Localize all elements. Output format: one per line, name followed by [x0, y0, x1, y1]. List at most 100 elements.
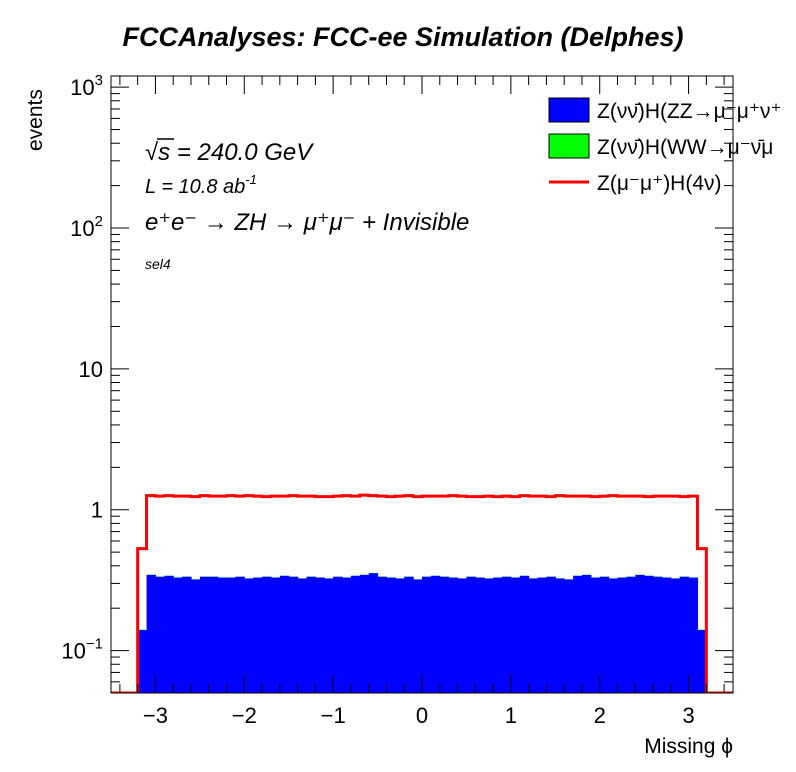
y-tick-exponent: −1: [86, 636, 103, 653]
legend-label-ww: Z(νν̄)H(WW→μ⁻ν̄μ: [597, 136, 773, 159]
process-label: e⁺e⁻ → ZH → μ⁺μ⁻ + Invisible: [145, 209, 469, 236]
y-tick-label: 10: [79, 357, 103, 382]
bar-series-0: [581, 574, 592, 693]
bar-series-0: [208, 576, 219, 693]
x-tick-label: −2: [232, 703, 257, 728]
bar-series-0: [377, 576, 388, 693]
bar-series-0: [404, 576, 414, 693]
bar-series-0: [546, 576, 556, 693]
y-tick-exponent: 3: [95, 72, 103, 89]
bar-series-0: [599, 576, 610, 693]
bar-series-0: [430, 575, 441, 693]
y-tick-base: 1: [91, 498, 103, 523]
bar-series-0: [590, 577, 601, 693]
bar-series-0: [217, 577, 228, 693]
bar-series-0: [501, 576, 512, 693]
bar-series-0: [342, 577, 352, 693]
bar-series-0: [413, 579, 423, 693]
bar-series-0: [146, 574, 157, 693]
bar-series-0: [306, 576, 316, 693]
bar-series-0: [182, 576, 192, 693]
bar-series-0: [279, 575, 290, 693]
selection-label: sel4: [145, 256, 171, 272]
bar-series-0: [253, 577, 263, 693]
legend-label-zz: Z(νν̄)H(ZZ→μ⁻μ⁺ν⁺: [597, 100, 782, 123]
bar-series-0: [333, 576, 343, 693]
y-axis-title: events: [24, 89, 47, 151]
x-tick-label: 2: [594, 703, 606, 728]
y-tick-base: 10: [61, 639, 85, 664]
bar-series-0: [226, 577, 236, 693]
bar-series-0: [368, 573, 379, 693]
sqrt-s-symbol: √s: [145, 139, 170, 166]
bar-series-0: [288, 576, 299, 693]
bar-series-0: [670, 578, 681, 693]
bar-series-0: [626, 576, 636, 693]
bar-series-0: [555, 578, 565, 693]
y-tick-label: 10−1: [61, 636, 103, 664]
x-tick-label: −1: [321, 703, 346, 728]
bar-series-0: [466, 576, 476, 693]
bar-series-0: [199, 576, 210, 693]
x-tick-label: 0: [416, 703, 428, 728]
bar-series-0: [270, 577, 281, 693]
luminosity-text: L = 10.8 ab: [145, 176, 245, 198]
sqrt-s-value: = 240.0 GeV: [170, 139, 314, 166]
bar-series-0: [519, 575, 530, 693]
legend-entry-signal: Z(μ⁻μ⁺)H(4ν): [549, 172, 722, 195]
sqrt-s-label: √s = 240.0 GeV: [145, 139, 314, 166]
luminosity-label: L = 10.8 ab-1: [145, 172, 257, 198]
legend-entry-ww: Z(νν̄)H(WW→μ⁻ν̄μ: [548, 133, 773, 159]
bar-series-0: [537, 577, 547, 693]
bar-series-0: [262, 576, 272, 693]
bar-series-0: [439, 576, 450, 693]
bar-series-0: [688, 577, 699, 693]
legend-swatch-zz: [548, 97, 590, 123]
annotations: √s = 240.0 GeV L = 10.8 ab-1 e⁺e⁻ → ZH →…: [145, 138, 469, 272]
chart-title: FCCAnalyses: FCC-ee Simulation (Delphes): [122, 22, 683, 52]
bar-series-0: [155, 576, 165, 693]
bar-series-0: [528, 578, 539, 693]
luminosity-exp: -1: [245, 172, 257, 187]
bar-series-0: [564, 579, 574, 693]
bar-series-0: [324, 578, 334, 693]
y-tick-base: 10: [70, 75, 94, 100]
legend-swatch-ww: [548, 133, 590, 159]
bar-series-0: [457, 578, 468, 693]
line-series-0: [111, 493, 733, 693]
bar-series-0: [235, 576, 245, 693]
bar-series-0: [475, 577, 485, 693]
bar-series-0: [573, 575, 583, 693]
y-tick-base: 10: [79, 357, 103, 382]
legend-entry-zz: Z(νν̄)H(ZZ→μ⁻μ⁺ν⁺: [548, 97, 782, 123]
bar-series-0: [173, 577, 183, 693]
bar-series-0: [395, 578, 405, 693]
bar-series-0: [484, 578, 494, 693]
x-tick-label: 1: [505, 703, 517, 728]
bar-series-0: [635, 574, 645, 693]
bar-series-0: [493, 577, 503, 693]
bar-series-0: [244, 578, 254, 693]
y-tick-exponent: 2: [95, 213, 103, 230]
y-tick-label: 103: [70, 72, 103, 100]
bar-series-0: [164, 575, 174, 693]
bar-series-0: [608, 578, 619, 693]
y-tick-base: 10: [70, 216, 94, 241]
bar-series-0: [617, 577, 627, 693]
bar-series-0: [697, 630, 707, 693]
bar-series-0: [350, 575, 361, 693]
bar-series-0: [359, 574, 370, 693]
legend: Z(νν̄)H(ZZ→μ⁻μ⁺ν⁺ Z(νν̄)H(WW→μ⁻ν̄μ Z(μ⁻μ…: [548, 97, 782, 195]
bar-series-0: [644, 575, 654, 693]
histogram-layer: [111, 493, 733, 693]
bar-series-0: [297, 578, 308, 693]
x-tick-label: −3: [143, 703, 168, 728]
legend-label-signal: Z(μ⁻μ⁺)H(4ν): [597, 172, 722, 195]
bar-series-0: [315, 577, 325, 693]
bar-series-0: [137, 630, 148, 693]
bar-series-0: [422, 576, 432, 693]
bar-series-0: [448, 577, 459, 693]
bar-series-0: [386, 577, 396, 693]
